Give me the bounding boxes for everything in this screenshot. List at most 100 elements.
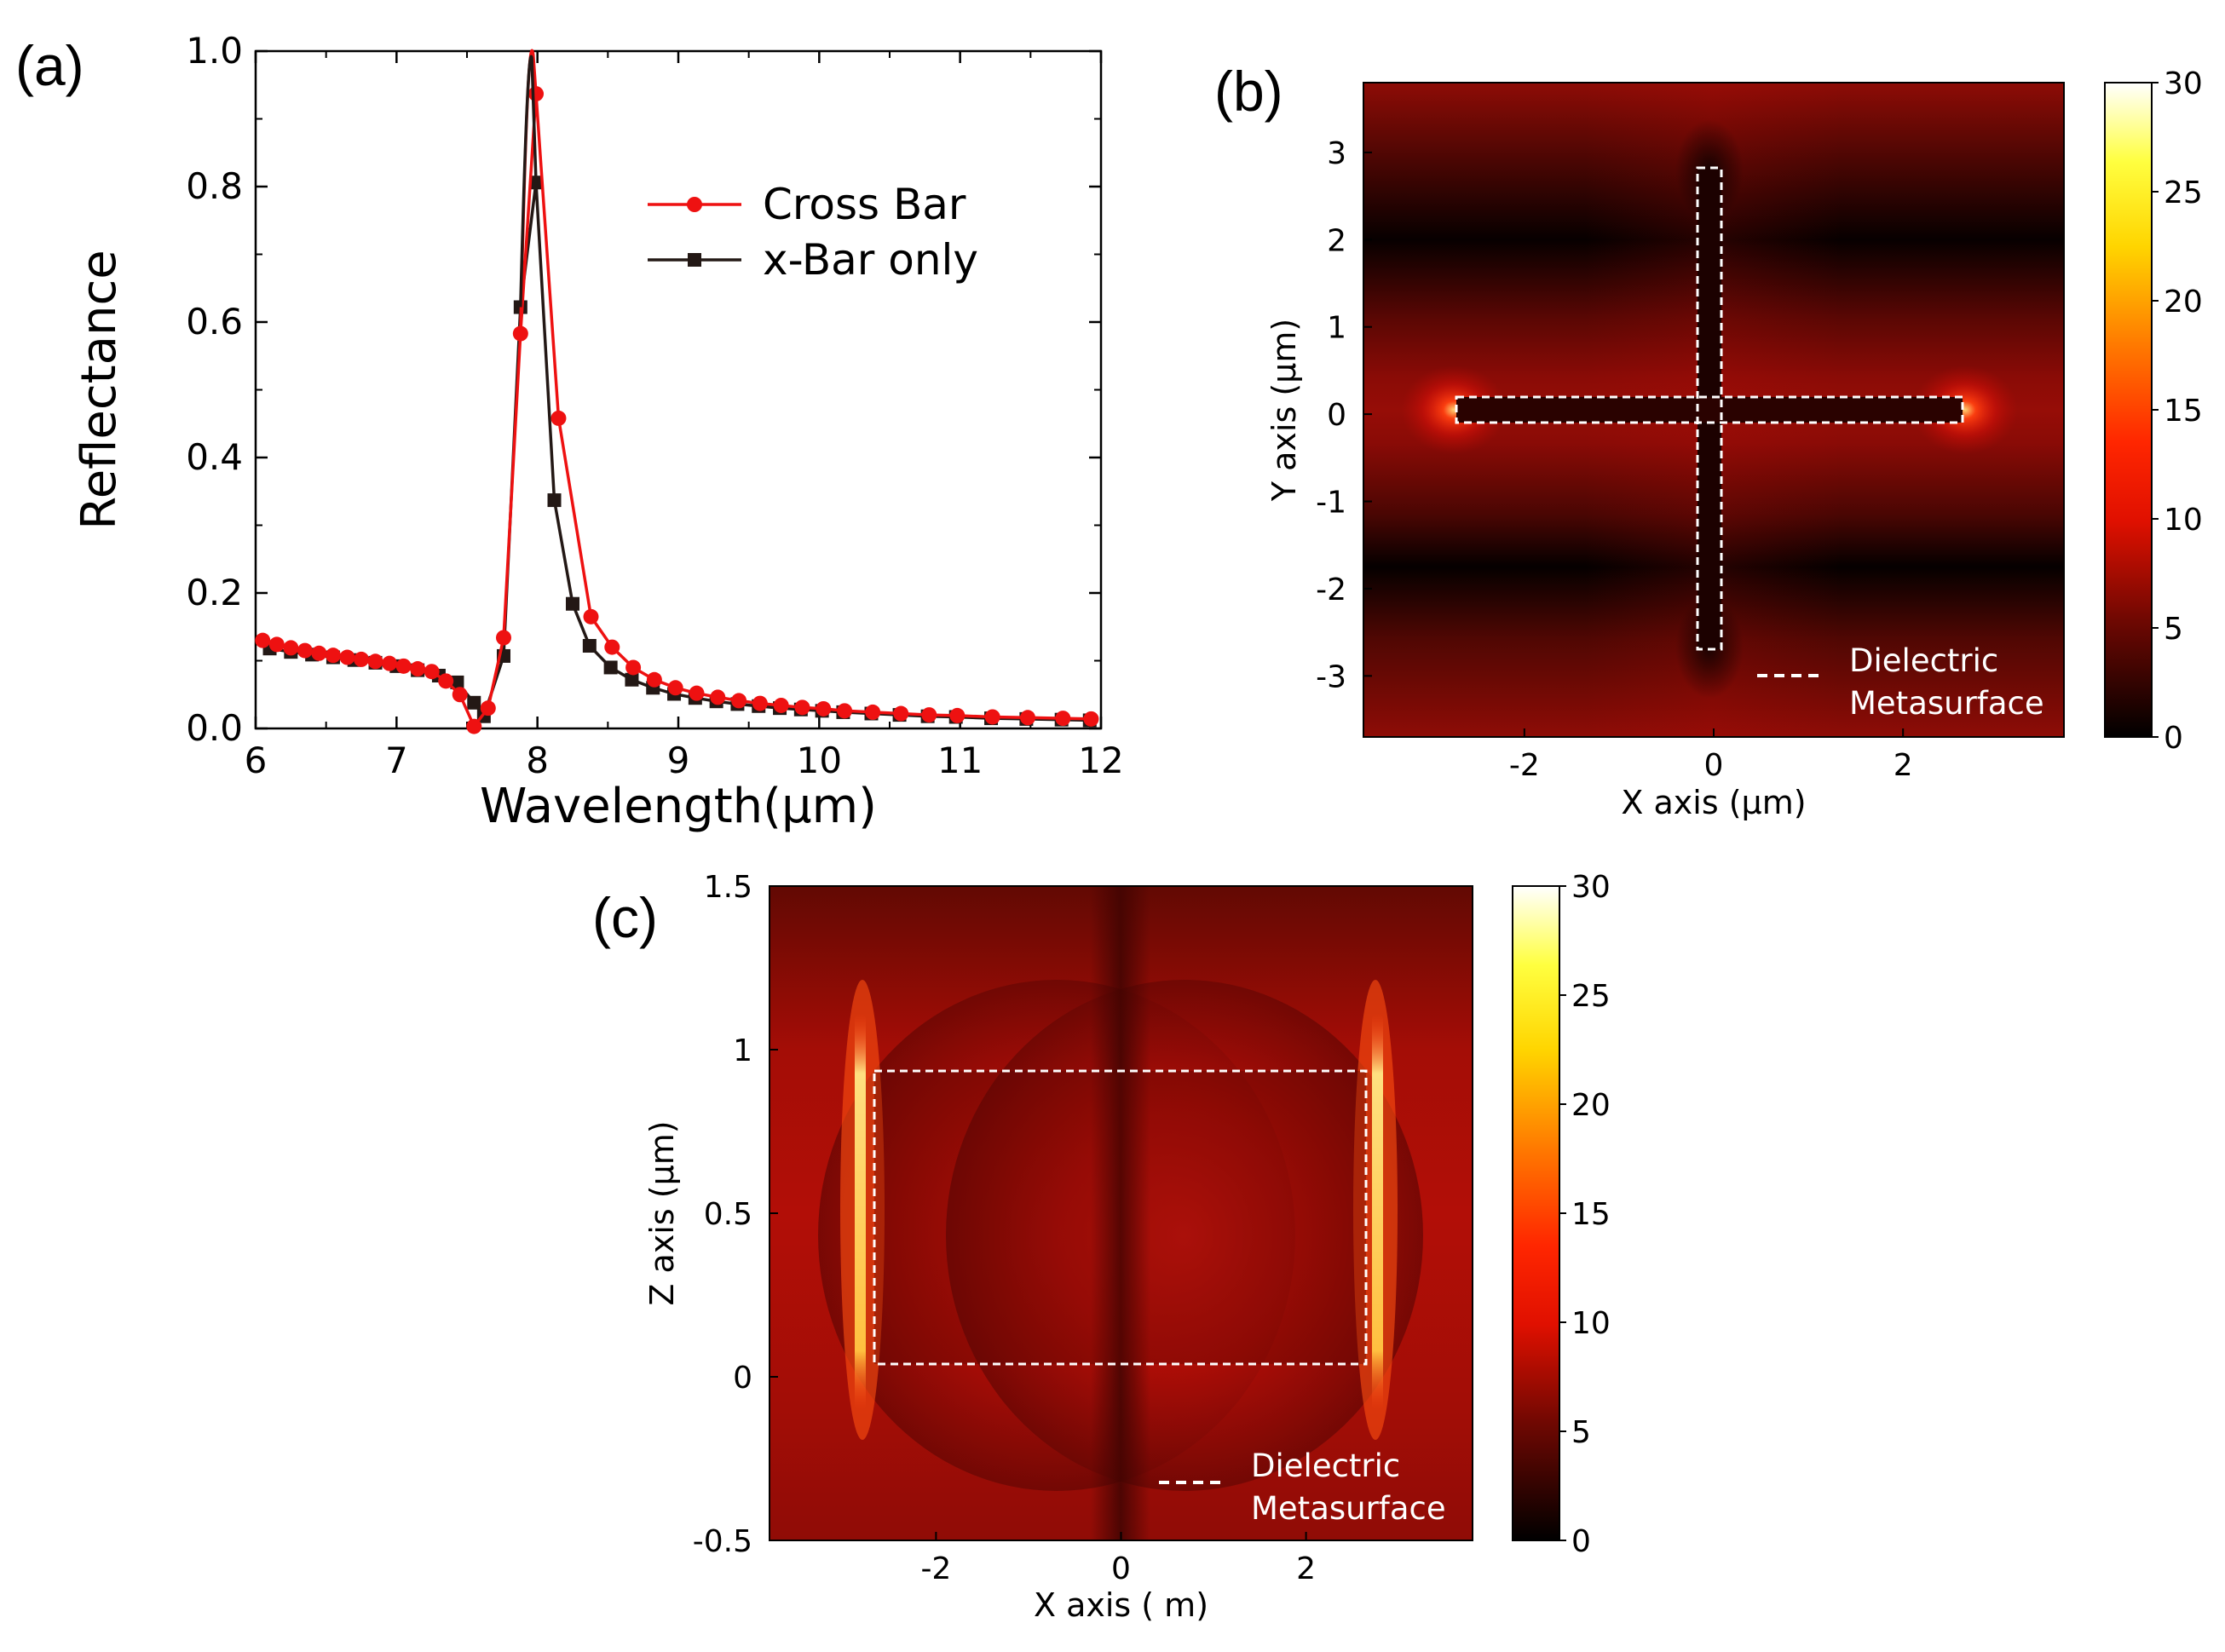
data-point bbox=[893, 705, 909, 722]
y-tick-label: -3 bbox=[1316, 659, 1346, 694]
x-axis-title: X axis (μm) bbox=[1621, 784, 1806, 821]
bar-section-interior bbox=[874, 1071, 1366, 1364]
y-tick-label: 0 bbox=[733, 1361, 752, 1396]
x-tick-label: 10 bbox=[797, 740, 842, 781]
field-map-xy-axes: -2 0 2 -3 -2 -1 0 1 2 3 X axis (μm) Y axis (μm) bbox=[1265, 82, 2065, 821]
panel-c-label: (c) bbox=[592, 886, 658, 949]
y-tick-label: 1.5 bbox=[704, 870, 752, 905]
data-point bbox=[603, 660, 618, 675]
colorbar-tick-label: 15 bbox=[2164, 394, 2203, 429]
colorbar-tick-label: 5 bbox=[1571, 1415, 1591, 1450]
colorbar-c bbox=[1512, 885, 1560, 1541]
x-tick-label: 9 bbox=[667, 740, 690, 781]
hotspot-right bbox=[1912, 366, 2018, 454]
legend-marker bbox=[688, 253, 701, 267]
y-tick-label: 0.8 bbox=[186, 165, 243, 207]
y-tick-label: 0.0 bbox=[186, 707, 243, 749]
data-point bbox=[467, 695, 481, 710]
legend-label: x-Bar only bbox=[763, 235, 978, 285]
legend-c-line2: Metasurface bbox=[1251, 1490, 1446, 1527]
data-point bbox=[382, 655, 398, 671]
x-tick-label: -2 bbox=[920, 1551, 951, 1586]
y-tick-label: 0.6 bbox=[186, 301, 243, 342]
colorbar-b-ticks: 0 5 10 15 20 25 30 bbox=[2152, 66, 2203, 756]
data-point bbox=[339, 649, 355, 665]
data-point bbox=[466, 718, 482, 734]
data-point bbox=[367, 653, 383, 670]
data-point bbox=[816, 700, 832, 717]
data-point bbox=[773, 697, 789, 713]
y-tick-label: 1 bbox=[1327, 311, 1346, 346]
colorbar-tick-label: 25 bbox=[1571, 979, 1611, 1014]
field-node-line bbox=[1091, 886, 1150, 1540]
legend-b-line2: Metasurface bbox=[1849, 685, 2044, 722]
data-point bbox=[311, 645, 327, 661]
data-point bbox=[625, 659, 642, 676]
x-tick-label: 2 bbox=[1296, 1551, 1316, 1586]
colorbar-tick-label: 30 bbox=[1571, 870, 1611, 905]
colorbar-tick-label: 25 bbox=[2164, 176, 2203, 210]
colorbar-tick-label: 5 bbox=[2164, 612, 2183, 647]
x-tick-label: 12 bbox=[1078, 740, 1123, 781]
data-point bbox=[984, 709, 1000, 725]
x-axis-title: Wavelength(μm) bbox=[480, 779, 877, 834]
panel-b-label: (b) bbox=[1214, 60, 1283, 123]
field-map-xz-axes: -2 0 2 -0.5 0 0.5 1 1.5 X axis ( m) Z axis (μm) bbox=[643, 870, 1473, 1624]
data-point bbox=[604, 639, 620, 655]
legend-marker bbox=[687, 197, 702, 212]
vertical-bar-outline bbox=[1696, 166, 1723, 651]
legend-b-line1: Dielectric bbox=[1849, 642, 1998, 679]
data-point bbox=[255, 632, 271, 648]
x-tick-label: 2 bbox=[1894, 748, 1913, 783]
data-point bbox=[689, 685, 705, 701]
data-point bbox=[283, 640, 299, 656]
data-point bbox=[949, 707, 966, 723]
data-point bbox=[325, 648, 341, 664]
data-point bbox=[450, 675, 464, 689]
data-point bbox=[438, 673, 454, 689]
data-point bbox=[667, 680, 683, 696]
colorbar-tick-label: 20 bbox=[2164, 285, 2203, 319]
x-tick-label: 11 bbox=[937, 740, 983, 781]
field-map-xz: Dielectric Metasurface bbox=[770, 886, 1473, 1540]
x-tick-label: -2 bbox=[1509, 748, 1540, 783]
x-tick-label: 7 bbox=[385, 740, 408, 781]
data-point bbox=[583, 608, 599, 625]
plot-frame bbox=[254, 49, 1103, 730]
y-tick-label: 2 bbox=[1327, 223, 1346, 258]
data-point bbox=[1020, 710, 1036, 726]
colorbar-tick-label: 10 bbox=[1571, 1306, 1611, 1341]
y-axis-title: Y axis (μm) bbox=[1265, 319, 1303, 502]
data-point bbox=[731, 693, 747, 709]
data-point bbox=[710, 689, 726, 705]
data-point bbox=[547, 493, 562, 508]
data-point bbox=[566, 596, 579, 611]
data-point bbox=[865, 704, 881, 720]
x-tick-label: 0 bbox=[1111, 1551, 1131, 1586]
colorbar-tick-label: 30 bbox=[2164, 66, 2203, 101]
edge-hot-left bbox=[855, 1014, 866, 1410]
data-point bbox=[752, 695, 768, 711]
data-point bbox=[1083, 711, 1099, 727]
colorbar-tick-label: 0 bbox=[2164, 721, 2183, 756]
x-tick-label: 8 bbox=[526, 740, 549, 781]
x-bar-peak bbox=[519, 55, 538, 308]
data-point bbox=[410, 661, 426, 677]
y-tick-label: 1.0 bbox=[186, 30, 243, 72]
y-tick-label: -0.5 bbox=[693, 1524, 752, 1559]
bar-section-outline bbox=[873, 1069, 1368, 1366]
y-tick-label: 0 bbox=[1327, 398, 1346, 433]
data-point bbox=[646, 671, 662, 688]
data-point bbox=[395, 658, 412, 674]
data-point bbox=[452, 687, 468, 703]
y-tick-label: 1 bbox=[733, 1033, 752, 1068]
y-axis-title: Reflectance bbox=[72, 250, 127, 529]
legend-c-line1: Dielectric bbox=[1251, 1448, 1400, 1484]
data-point bbox=[495, 630, 511, 646]
y-tick-label: 0.2 bbox=[186, 572, 243, 613]
colorbar-c-ticks: 0 5 10 15 20 25 30 bbox=[1559, 870, 1611, 1559]
y-tick-label: -2 bbox=[1316, 573, 1346, 607]
field-map-xy: Dielectric Metasurface bbox=[1363, 83, 2064, 737]
data-point bbox=[297, 642, 313, 659]
